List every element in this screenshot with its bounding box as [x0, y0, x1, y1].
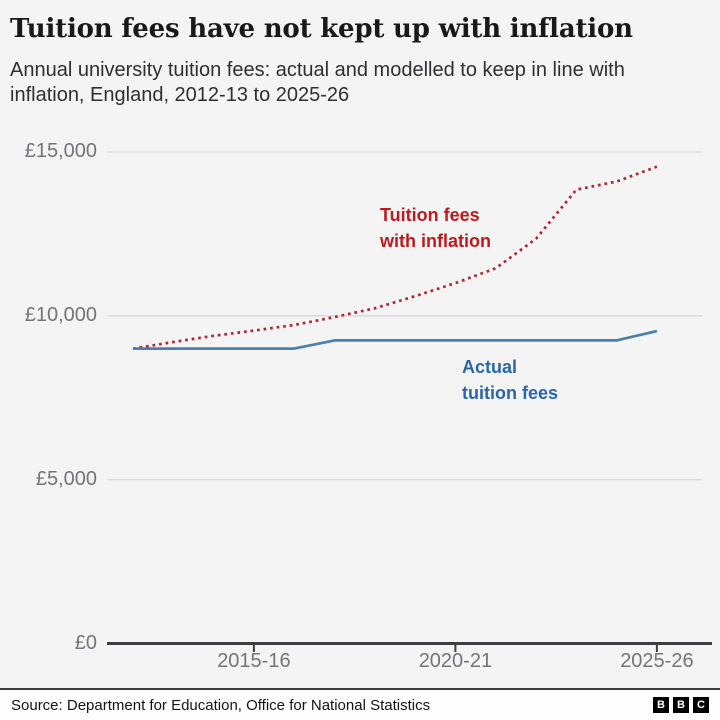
chart-subtitle: Annual university tuition fees: actual a…: [10, 59, 625, 106]
y-axis-label: £5,000: [35, 467, 97, 490]
series-label-actual-line2: tuition fees: [462, 383, 559, 403]
series-line-actual: [133, 329, 658, 350]
series-label-inflation-line1: Tuition fees: [380, 205, 480, 225]
x-axis-label: 2020-21: [418, 650, 493, 672]
series-label-actual: Actual tuition fees: [462, 354, 558, 406]
series-label-inflation: Tuition fees with inflation: [380, 202, 491, 254]
bbc-logo-block-3: C: [693, 697, 709, 713]
bbc-logo: B B C: [653, 697, 709, 713]
y-axis-label: £0: [74, 631, 97, 654]
source-text: Source: Department for Education, Office…: [11, 696, 431, 714]
y-axis-label: £15,000: [24, 140, 97, 162]
chart-title: Tuition fees have not kept up with infla…: [10, 14, 633, 44]
plot-svg: [107, 151, 712, 652]
series-line-inflation: [132, 165, 658, 350]
line-chart-area: Tuition fees with inflation Actual tuiti…: [0, 120, 720, 688]
bbc-logo-block-2: B: [673, 697, 689, 713]
x-axis-label: 2015-16: [217, 650, 291, 672]
y-axis-label: £10,000: [24, 303, 97, 326]
series-label-inflation-line2: with inflation: [380, 231, 491, 251]
series-label-actual-line1: Actual: [462, 357, 518, 377]
bbc-logo-block-1: B: [653, 697, 669, 713]
source-bar: Source: Department for Education, Office…: [0, 688, 720, 720]
x-axis-label: 2025-26: [620, 650, 694, 672]
